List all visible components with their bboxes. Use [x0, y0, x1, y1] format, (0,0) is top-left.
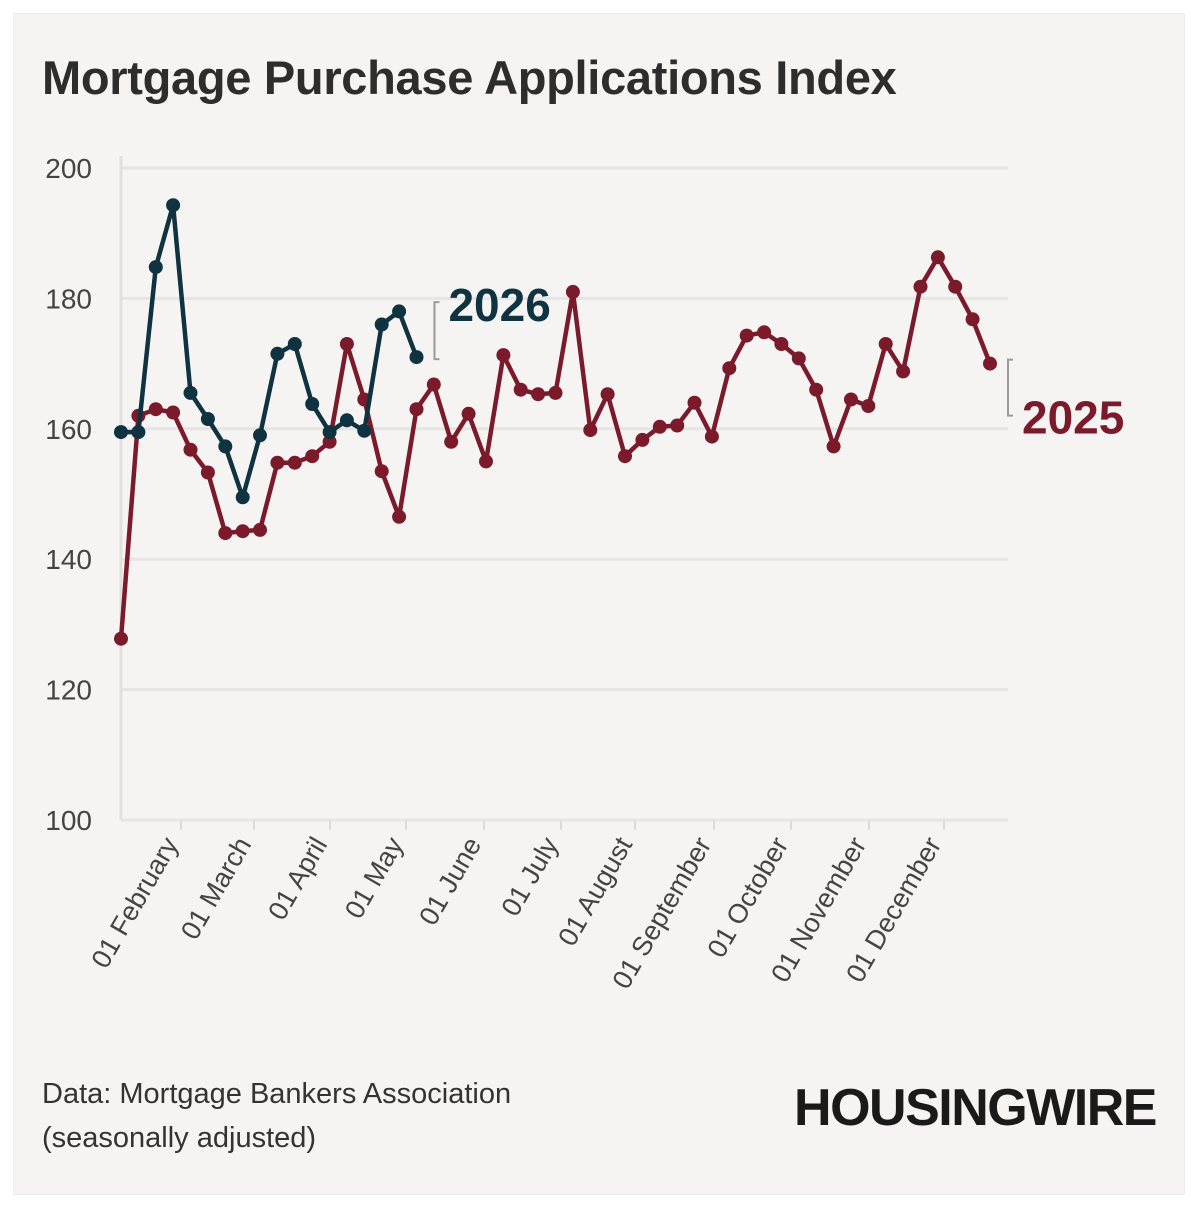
- series-2025-label: 2025: [1022, 392, 1124, 444]
- y-tick-label-160: 160: [45, 414, 92, 445]
- series-2025-point-30: [635, 432, 650, 447]
- series-2026-point-12: [322, 425, 337, 440]
- series-2025-point-18: [426, 377, 441, 392]
- series-2025-point-6: [218, 526, 233, 541]
- series-2026-point-3: [166, 198, 181, 213]
- x-tick-label-5: 01 July: [495, 832, 564, 922]
- y-tick-label-120: 120: [45, 675, 92, 706]
- chart-title: Mortgage Purchase Applications Index: [42, 51, 897, 104]
- series-2025-point-16: [392, 509, 407, 524]
- series-2025-point-24: [531, 387, 546, 402]
- series-2026-label-bracket: [433, 301, 440, 361]
- series-2025-point-43: [861, 399, 876, 413]
- series-2025-point-22: [496, 348, 511, 363]
- series-2025-point-20: [461, 406, 476, 421]
- series-2025-point-21: [479, 454, 493, 469]
- series-2026-point-17: [409, 350, 424, 365]
- series-2025-point-35: [722, 361, 737, 376]
- series-2026-point-4: [183, 385, 198, 400]
- series-2025-line: [118, 255, 993, 641]
- series-2025-point-7: [235, 524, 250, 539]
- series-2025-point-28: [600, 387, 615, 402]
- series-2025-point-13: [339, 337, 354, 351]
- series-2026-line: [118, 202, 419, 500]
- series-2025-point-3: [166, 405, 181, 420]
- series-2025-point-50: [983, 356, 997, 371]
- x-tick-label-0: 01 February: [85, 832, 184, 974]
- series-2025-point-34: [704, 429, 719, 444]
- series-2025-point-23: [513, 382, 528, 397]
- series-2025-point-2: [148, 402, 163, 417]
- series-2026-point-16: [392, 304, 407, 319]
- series-2025-point-5: [200, 465, 215, 480]
- series-2026-point-14: [357, 423, 372, 438]
- series-2025-point-11: [305, 449, 320, 464]
- y-tick-label-200: 200: [45, 153, 92, 184]
- series-2025-point-32: [670, 418, 685, 433]
- series-2025-point-25: [548, 385, 563, 400]
- series-2025-point-19: [444, 434, 459, 449]
- series-2026-label: 2026: [448, 279, 550, 331]
- series-2025-point-46: [913, 279, 928, 294]
- y-tick-label-140: 140: [45, 544, 92, 575]
- x-tick-label-2: 01 April: [262, 832, 333, 925]
- series-2025-point-44: [878, 337, 893, 351]
- series-2026-point-11: [305, 397, 320, 411]
- series-2025-point-8: [253, 522, 267, 537]
- series-2025-point-15: [374, 464, 389, 479]
- series-2025-point-26: [565, 284, 580, 299]
- series-2025-point-40: [809, 382, 824, 397]
- series-2026-point-10: [287, 337, 302, 351]
- data-source-note: Data: Mortgage Bankers Association (seas…: [42, 1072, 511, 1160]
- series-2026-point-2: [148, 260, 163, 275]
- series-2025-point-36: [739, 328, 754, 343]
- series-2025-point-37: [757, 325, 772, 340]
- series-2025-point-49: [965, 312, 980, 327]
- series-2026-point-15: [374, 317, 389, 332]
- series-2025-point-48: [948, 279, 963, 294]
- series-2026-point-0: [114, 425, 128, 440]
- series-2026-point-5: [200, 412, 215, 426]
- series-2025-point-9: [270, 455, 285, 470]
- source-line-2: (seasonally adjusted): [42, 1122, 317, 1154]
- source-line-1: Data: Mortgage Bankers Association: [42, 1078, 512, 1110]
- series-2025-point-27: [583, 423, 598, 438]
- y-tick-label-100: 100: [45, 805, 92, 836]
- x-tick-label-8: 01 October: [701, 832, 794, 963]
- x-tick-label-1: 01 March: [175, 832, 257, 944]
- series-2026-point-7: [235, 490, 250, 505]
- series-2026-point-8: [253, 428, 267, 443]
- chart-card: Mortgage Purchase Applications Index 100…: [14, 14, 1184, 1194]
- y-tick-label-180: 180: [45, 283, 92, 314]
- housingwire-logo: HOUSINGWIRE: [794, 1079, 1157, 1137]
- series-2025-point-45: [896, 364, 911, 379]
- series-2025-point-0: [114, 631, 128, 646]
- series-2025-point-12: [322, 434, 337, 449]
- x-tick-label-3: 01 May: [339, 832, 410, 924]
- series-2025-label-bracket: [1007, 358, 1013, 417]
- series-2025-point-29: [618, 449, 632, 464]
- series-2026-point-9: [270, 346, 285, 361]
- series-2025-point-47: [930, 250, 945, 265]
- x-tick-label-4: 01 June: [413, 832, 487, 930]
- series-2026-point-6: [218, 439, 233, 454]
- series-2025-point-10: [287, 455, 302, 470]
- series-2026-point-13: [339, 413, 354, 428]
- series-2025-point-33: [687, 395, 702, 410]
- series-2025-point-4: [183, 442, 198, 457]
- series-2025-point-39: [791, 351, 806, 366]
- series-2026-point-1: [131, 425, 146, 440]
- series-2025-point-31: [652, 419, 667, 434]
- series-2025-point-38: [774, 337, 789, 351]
- series-2025-point-42: [844, 392, 858, 407]
- series-2025-point-17: [409, 402, 424, 417]
- series-2025-point-41: [826, 439, 841, 454]
- x-tick-label-6: 01 August: [552, 832, 638, 951]
